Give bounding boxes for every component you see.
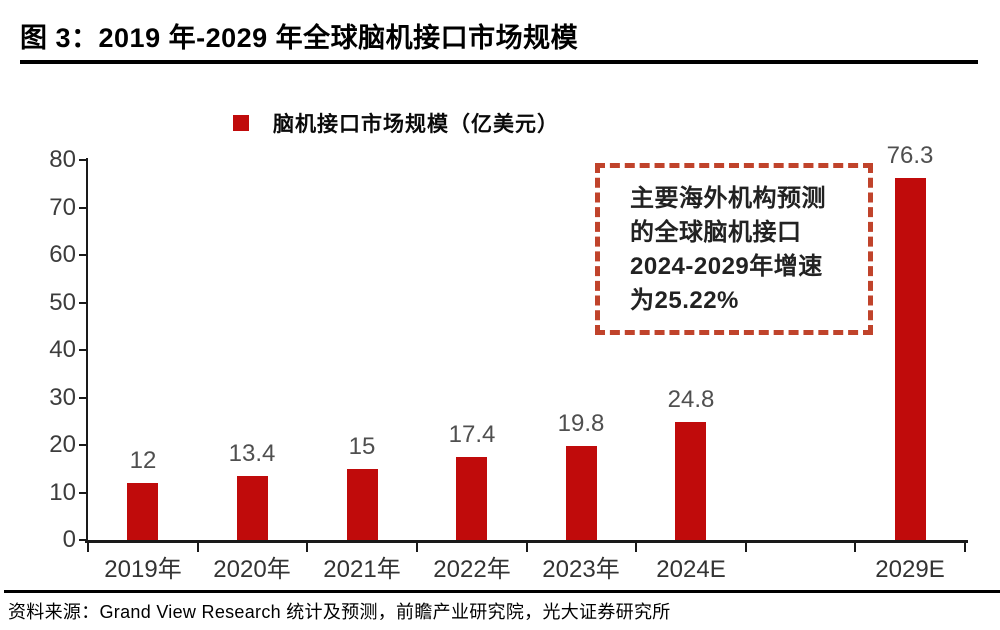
bar-value-label: 17.4 (448, 421, 496, 448)
figure-title: 图 3：2019 年-2029 年全球脑机接口市场规模 (20, 23, 579, 53)
bar-value-label: 12 (129, 447, 157, 474)
x-axis-label: 2024E (656, 556, 726, 583)
y-tick-label: 10 (49, 478, 76, 506)
source-note: 资料来源：Grand View Research 统计及预测，前瞻产业研究院，光… (8, 602, 671, 622)
y-tick (79, 159, 86, 161)
bar (895, 178, 926, 540)
x-tick (635, 543, 638, 552)
x-tick (964, 543, 966, 552)
bar (127, 483, 158, 540)
x-axis-label: 2023年 (542, 556, 620, 583)
x-tick (525, 543, 528, 552)
bar-value-label: 24.8 (667, 386, 715, 413)
chart-legend: 脑机接口市场规模（亿美元） (233, 110, 559, 136)
bar-value-label: 19.8 (557, 410, 605, 437)
annotation-box: 主要海外机构预测 的全球脑机接口 2024-2029年增速 为25.22% (595, 163, 873, 335)
y-tick-label: 40 (49, 336, 76, 363)
y-tick-label: 50 (49, 288, 76, 316)
x-axis-label: 2021年 (323, 556, 401, 583)
legend-square-icon (233, 115, 249, 131)
y-tick (79, 539, 86, 541)
x-axis-line (85, 540, 968, 543)
bar (237, 476, 268, 540)
y-tick-label: 20 (49, 431, 76, 458)
x-axis-label: 2029E (875, 556, 945, 583)
y-tick (79, 206, 86, 209)
x-tick (87, 543, 89, 552)
x-axis-label: 2019年 (104, 556, 182, 583)
bar (456, 457, 487, 540)
y-tick (79, 491, 86, 494)
bar-value-label: 76.3 (886, 142, 934, 169)
y-tick (79, 254, 86, 256)
x-axis-label: 2022年 (433, 556, 511, 583)
y-tick-label: 80 (49, 146, 76, 173)
bar (675, 422, 706, 540)
x-axis-label: 2020年 (213, 556, 291, 583)
bar (566, 446, 597, 540)
bar-value-label: 15 (348, 433, 376, 460)
y-tick-label: 70 (49, 193, 76, 221)
x-tick (306, 543, 309, 552)
x-tick (415, 543, 418, 552)
y-axis-line (86, 158, 88, 540)
legend-label: 脑机接口市场规模（亿美元） (273, 113, 559, 136)
x-tick (744, 543, 747, 552)
bar (347, 469, 378, 540)
y-tick (79, 349, 86, 351)
y-tick-label: 60 (49, 241, 76, 268)
footer-divider (4, 590, 1000, 593)
bar-value-label: 13.4 (228, 440, 276, 467)
x-tick (196, 543, 199, 552)
x-tick (854, 543, 857, 552)
title-underline (20, 60, 978, 64)
y-tick (79, 396, 86, 399)
y-tick-label: 0 (62, 526, 76, 553)
annotation-text: 主要海外机构预测 的全球脑机接口 2024-2029年增速 为25.22% (630, 185, 826, 314)
y-tick (79, 301, 86, 304)
y-tick (79, 444, 86, 446)
y-tick-label: 30 (49, 383, 76, 411)
